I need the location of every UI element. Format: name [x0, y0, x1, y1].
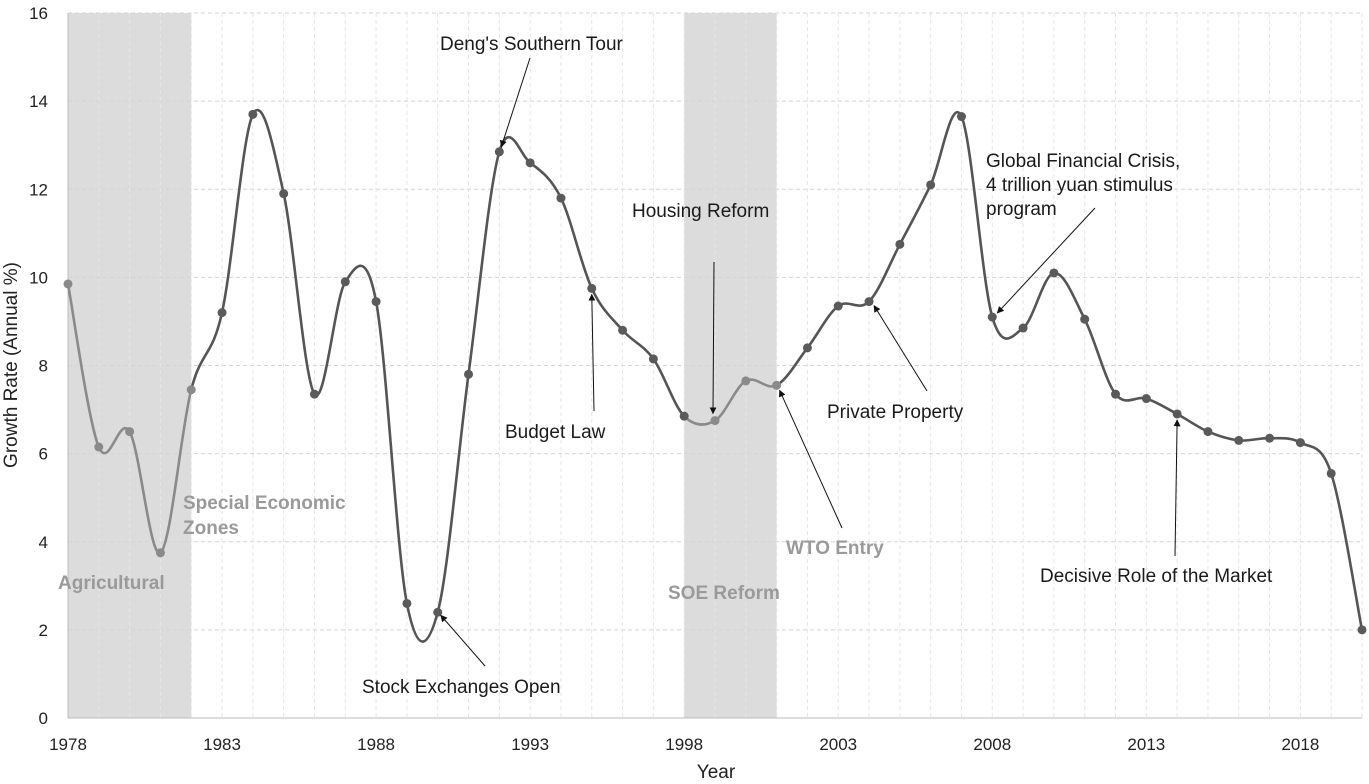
y-tick-label: 8 [39, 357, 48, 376]
data-point-2009 [1018, 323, 1028, 333]
data-point-2002 [802, 343, 812, 353]
data-point-1986 [309, 389, 319, 399]
data-point-1981 [155, 548, 165, 558]
data-point-2005 [895, 239, 905, 249]
y-tick-label: 16 [29, 4, 48, 23]
data-point-2019 [1326, 468, 1336, 478]
data-point-2016 [1234, 435, 1244, 445]
gfc-label-line3: program [986, 199, 1057, 220]
data-point-2017 [1265, 433, 1275, 443]
data-point-1980 [125, 427, 135, 437]
data-point-1990 [433, 607, 443, 617]
data-point-2015 [1203, 427, 1213, 437]
data-point-2003 [833, 301, 843, 311]
data-point-2006 [926, 180, 936, 190]
y-tick-label: 6 [39, 445, 48, 464]
data-point-1998 [679, 411, 689, 421]
data-point-1994 [556, 193, 566, 203]
agricultural-label: Agricultural [58, 573, 165, 594]
data-point-1993 [525, 158, 535, 168]
y-tick-label: 2 [39, 621, 48, 640]
data-point-2010 [1049, 268, 1059, 278]
soe-reform-label: SOE Reform [668, 583, 780, 604]
gfc-label-line1: Global Financial Crisis, [986, 151, 1180, 172]
stock-exchanges-label: Stock Exchanges Open [362, 677, 561, 698]
x-tick-label: 1978 [49, 735, 87, 754]
y-tick-label: 0 [39, 709, 48, 728]
sez-label-line2: Zones [183, 518, 239, 539]
x-axis-title: Year [697, 762, 736, 783]
data-point-1982 [186, 385, 196, 395]
growth-line-segment-1 [189, 108, 686, 643]
y-tick-label: 10 [29, 268, 48, 287]
data-point-2014 [1172, 409, 1182, 419]
data-point-1988 [371, 297, 381, 307]
data-point-1995 [587, 283, 597, 293]
gfc-label-line2: 4 trillion yuan stimulus [986, 175, 1173, 196]
private-property-arrow [873, 305, 928, 392]
y-axis-title: Growth Rate (Annual %) [1, 262, 22, 468]
x-tick-label: 1993 [511, 735, 549, 754]
data-point-2020 [1357, 625, 1367, 635]
decisive-role-label: Decisive Role of the Market [1040, 566, 1273, 587]
wto-arrow [779, 389, 843, 529]
data-point-1997 [648, 354, 658, 364]
data-point-1985 [279, 189, 289, 199]
data-point-1983 [217, 308, 227, 318]
housing-reform-arrow [709, 261, 717, 415]
gfc-arrow [996, 207, 1096, 314]
private-property-label: Private Property [827, 402, 964, 423]
growth-line-segment-2 [683, 378, 778, 426]
x-tick-label: 2013 [1127, 735, 1165, 754]
x-tick-label: 1988 [357, 735, 395, 754]
decisive-role-arrow [1173, 419, 1181, 557]
deng-southern-tour-label: Deng's Southern Tour [440, 34, 624, 55]
y-tick-label: 14 [29, 92, 48, 111]
y-tick-label: 12 [29, 180, 48, 199]
data-point-2013 [1141, 394, 1151, 404]
data-point-1978 [63, 279, 73, 289]
deng-arrow [499, 57, 531, 148]
data-point-1979 [94, 442, 104, 452]
data-point-2011 [1080, 314, 1090, 324]
budget-law-arrow [588, 293, 596, 412]
wto-entry-label: WTO Entry [786, 538, 884, 559]
data-point-2007 [956, 112, 966, 122]
data-point-2008 [987, 312, 997, 322]
x-tick-label: 1983 [203, 735, 241, 754]
x-tick-label: 2018 [1281, 735, 1319, 754]
data-point-2001 [772, 380, 782, 390]
sez-label-line1: Special Economic [183, 493, 346, 514]
data-point-1989 [402, 598, 412, 608]
data-point-2018 [1295, 438, 1305, 448]
data-point-1991 [464, 369, 474, 379]
data-point-2004 [864, 297, 874, 307]
data-point-1992 [494, 147, 504, 157]
data-point-2000 [741, 376, 751, 386]
y-tick-label: 4 [39, 533, 48, 552]
x-tick-label: 2008 [973, 735, 1011, 754]
stock-exchanges-arrow [440, 614, 486, 667]
data-point-2012 [1111, 389, 1121, 399]
data-point-1984 [248, 109, 258, 119]
data-point-1987 [340, 277, 350, 287]
x-tick-label: 1998 [665, 735, 703, 754]
data-point-1999 [710, 416, 720, 426]
budget-law-label: Budget Law [505, 422, 606, 443]
x-tick-label: 2003 [819, 735, 857, 754]
data-point-1996 [618, 325, 628, 335]
housing-reform-label: Housing Reform [632, 201, 769, 222]
